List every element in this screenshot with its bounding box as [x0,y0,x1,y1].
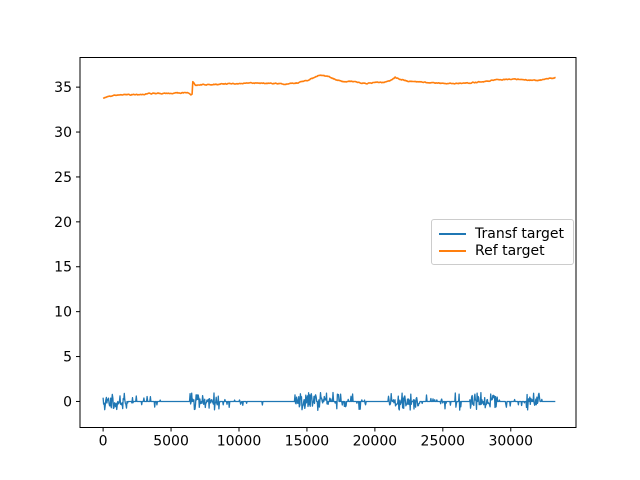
legend-label-ref-target: Ref target [475,242,545,259]
legend-item-transf-target: Transf target [439,227,573,241]
x-tick-label: 15000 [285,434,330,450]
series-line-transf-target [102,391,556,411]
legend-label-transf-target: Transf target [475,225,564,242]
legend-line-sample-ref-target [439,249,466,252]
x-tick-label: 20000 [353,434,398,450]
x-tick-label: 30000 [488,434,533,450]
y-tick-label: 15 [54,260,72,276]
y-tick-label: 5 [63,350,72,366]
x-tick-label: 10000 [217,434,262,450]
y-tick-label: 10 [54,305,72,321]
axes-spines [79,57,577,428]
series-line-ref-target [102,74,556,100]
y-tick-label: 35 [54,80,72,96]
y-tick-label: 20 [54,215,72,231]
legend-item-ref-target: Ref target [439,244,573,258]
x-tick-label: 5000 [153,434,189,450]
y-tick-label: 0 [63,394,72,410]
legend: Transf target Ref target [431,219,574,265]
x-tick-label: 25000 [421,434,466,450]
y-tick-label: 25 [54,170,72,186]
legend-line-sample-transf-target [439,232,466,235]
x-tick-label: 0 [99,434,108,450]
y-tick-label: 30 [54,125,72,141]
